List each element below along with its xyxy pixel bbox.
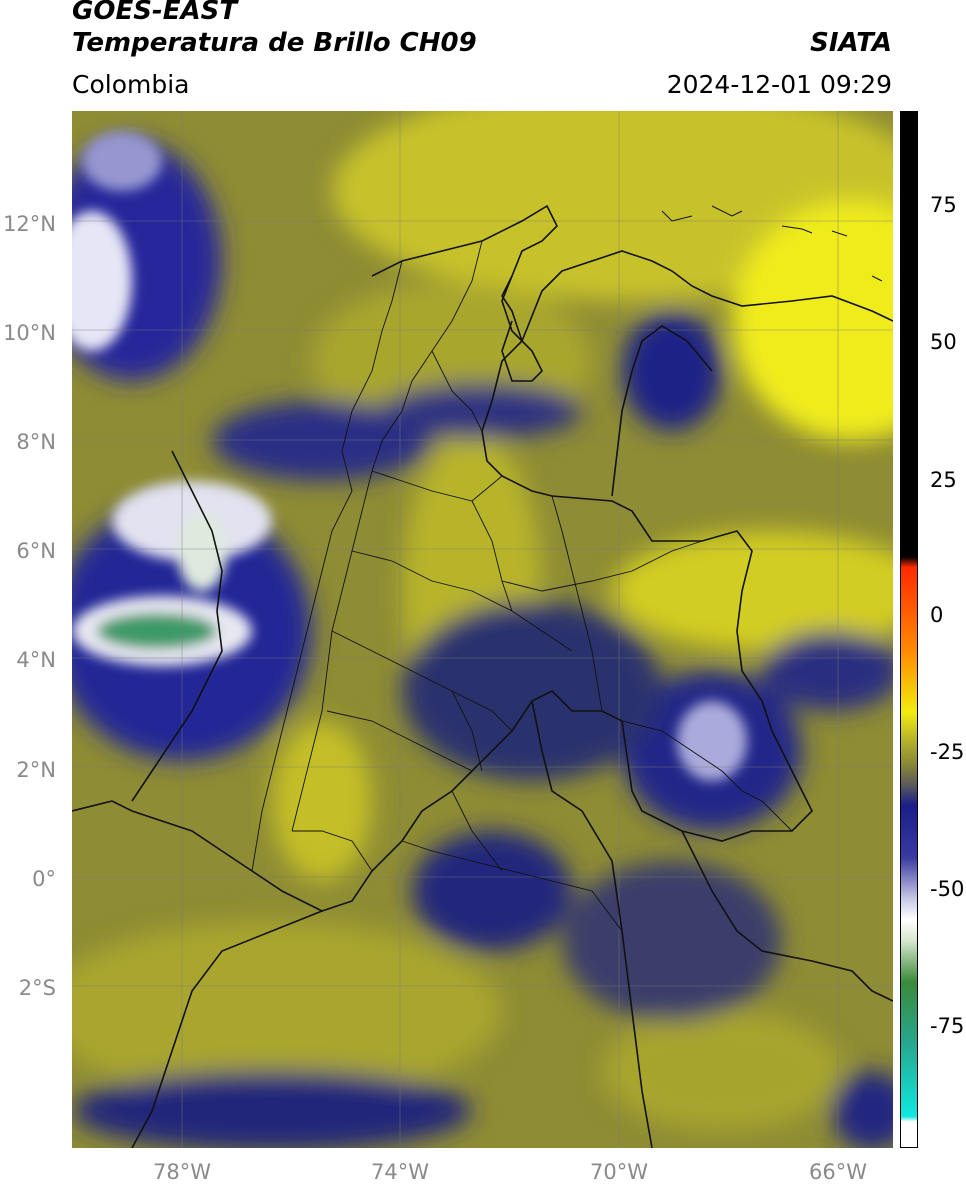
region-label: Colombia xyxy=(72,70,190,99)
lat-label-6n: 6°N xyxy=(16,539,56,563)
coastline-islands xyxy=(661,205,883,282)
lat-label-2n: 2°N xyxy=(16,758,56,782)
department-borders xyxy=(251,240,793,932)
title-line1: GOES-EAST xyxy=(72,0,238,26)
lat-label-0: 0° xyxy=(32,867,56,891)
colorbar-tick-75: 75 xyxy=(930,193,957,217)
lon-label-66w: 66°W xyxy=(809,1160,867,1184)
deep-convection xyxy=(72,131,747,781)
colorbar xyxy=(900,111,918,1148)
lon-label-70w: 70°W xyxy=(590,1160,648,1184)
lat-label-4n: 4°N xyxy=(16,648,56,672)
colorbar-tick-0: 0 xyxy=(930,603,944,627)
colorbar-tick-25: 25 xyxy=(930,468,957,492)
lat-label-8n: 8°N xyxy=(16,430,56,454)
lat-label-12n: 12°N xyxy=(3,212,56,236)
datetime-label: 2024-12-01 09:29 xyxy=(666,70,892,99)
lat-label-2s: 2°S xyxy=(18,976,56,1000)
colorbar-tick-neg50: -50 xyxy=(930,877,965,901)
lat-label-10n: 10°N xyxy=(3,321,56,345)
colorbar-tick-neg75: -75 xyxy=(930,1014,965,1038)
country-borders xyxy=(72,204,893,1148)
lon-label-74w: 74°W xyxy=(371,1160,429,1184)
title-line2: Temperatura de Brillo CH09 xyxy=(72,28,477,58)
source-label: SIATA xyxy=(810,28,892,58)
satellite-map xyxy=(72,111,893,1148)
colorbar-tick-50: 50 xyxy=(930,330,957,354)
colorbar-tick-neg25: -25 xyxy=(930,740,965,764)
graticule xyxy=(72,111,893,1148)
lon-label-78w: 78°W xyxy=(153,1160,211,1184)
